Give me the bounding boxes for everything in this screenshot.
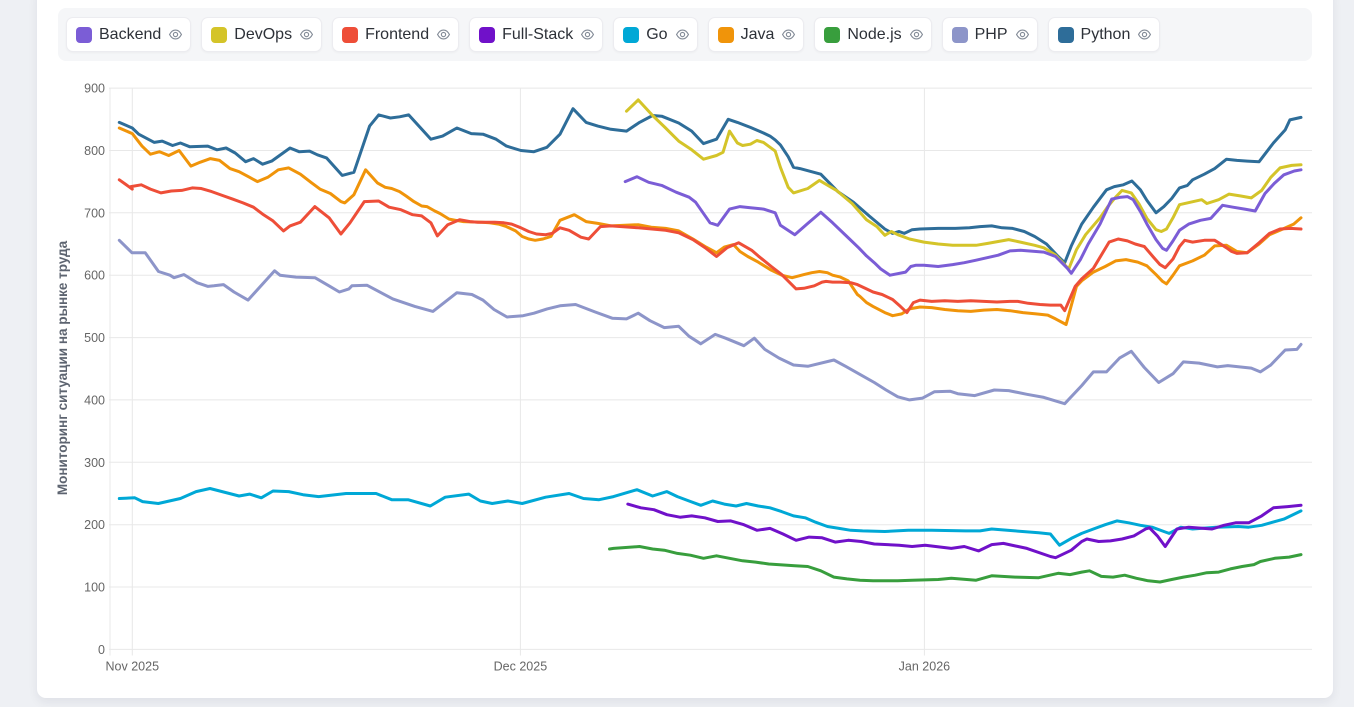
svg-text:800: 800 [84, 144, 105, 158]
svg-text:Jan 2026: Jan 2026 [899, 660, 950, 674]
svg-text:700: 700 [84, 206, 105, 220]
svg-text:500: 500 [84, 331, 105, 345]
svg-text:600: 600 [84, 269, 105, 283]
svg-text:300: 300 [84, 456, 105, 470]
svg-text:Dec 2025: Dec 2025 [494, 660, 548, 674]
svg-text:200: 200 [84, 518, 105, 532]
svg-text:400: 400 [84, 393, 105, 407]
svg-text:100: 100 [84, 581, 105, 595]
svg-text:Nov 2025: Nov 2025 [106, 660, 160, 674]
svg-text:900: 900 [84, 82, 105, 96]
svg-text:0: 0 [98, 643, 105, 657]
svg-text:Мониторинг ситуации на рынке т: Мониторинг ситуации на рынке труда [55, 240, 70, 495]
